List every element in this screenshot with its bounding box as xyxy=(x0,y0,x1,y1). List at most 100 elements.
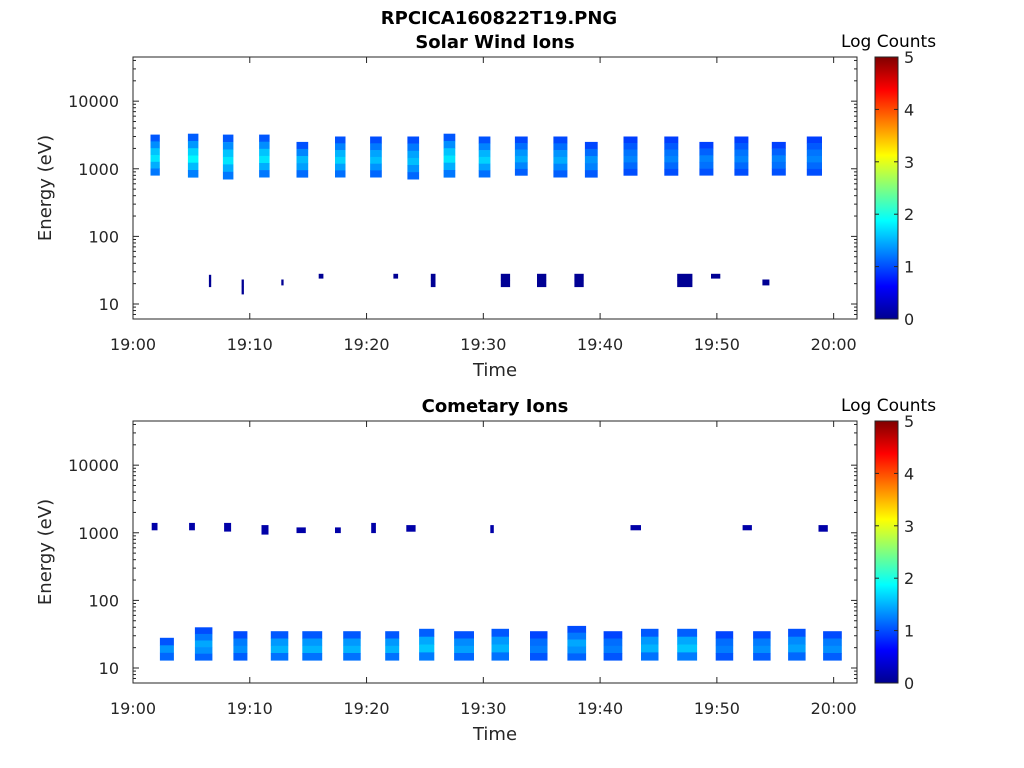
heatmap-cell xyxy=(567,625,587,634)
heatmap-cell xyxy=(407,150,420,159)
heatmap-cell xyxy=(699,155,714,163)
heatmap-patch xyxy=(159,637,174,661)
colorbar-label: Log Counts xyxy=(841,396,936,416)
figure-filename: RPCICA160822T19.PNG xyxy=(381,8,617,29)
heatmap-cell xyxy=(159,652,174,661)
heatmap-cell xyxy=(385,653,400,661)
heatmap-cell xyxy=(711,273,721,279)
heatmap-cell xyxy=(806,155,822,163)
heatmap-cell xyxy=(478,156,491,164)
heatmap-cell xyxy=(194,640,213,648)
heatmap-cell xyxy=(630,525,641,531)
heatmap-cell xyxy=(393,273,399,279)
heatmap-patch xyxy=(318,273,324,279)
heatmap-patch xyxy=(430,273,436,288)
heatmap-cell xyxy=(530,631,548,639)
heatmap-cell xyxy=(715,645,734,654)
heatmap-cell xyxy=(150,141,160,149)
heatmap-cell xyxy=(603,645,623,654)
heatmap-patch xyxy=(222,134,234,180)
heatmap-cell xyxy=(603,653,623,661)
panel-cometary-ions: Cometary Ions 19:00 19:10 19:20 19:30 19:40 19… xyxy=(35,396,936,745)
heatmap-cell xyxy=(603,631,623,639)
heatmap-cell xyxy=(530,653,548,661)
colorbar-tick-label: 3 xyxy=(904,517,914,536)
heatmap-cell xyxy=(189,522,195,531)
heatmap-cell xyxy=(443,155,456,164)
heatmap-cell xyxy=(233,653,248,661)
heatmap-cell xyxy=(491,636,509,645)
heatmap-patch xyxy=(407,136,420,180)
x-tick-label: 19:00 xyxy=(110,699,156,718)
heatmap-cell xyxy=(385,631,400,639)
heatmap-cell xyxy=(771,168,786,176)
heatmap-cell xyxy=(443,141,456,149)
heatmap-cell xyxy=(150,161,160,169)
chart-title: Cometary Ions xyxy=(422,396,569,417)
heatmap-cell xyxy=(514,155,528,163)
heatmap-cell xyxy=(296,156,309,164)
heatmap-cell xyxy=(194,647,213,654)
heatmap-cell xyxy=(208,280,212,288)
heatmap-cell xyxy=(478,170,491,178)
heatmap-cell xyxy=(187,162,199,171)
heatmap-cell xyxy=(491,628,509,637)
heatmap-patch xyxy=(335,527,341,534)
panel-solar-wind-ions: Solar Wind Ions 19:00 19:10 19:20 19:30 19:40… xyxy=(35,32,936,381)
heatmap-patch xyxy=(734,136,749,176)
heatmap-cell xyxy=(553,136,568,144)
heatmap-cell xyxy=(343,653,361,661)
heatmap-cell xyxy=(806,162,822,170)
heatmap-cell xyxy=(823,631,842,639)
heatmap-cell xyxy=(699,141,714,149)
heatmap-cell xyxy=(553,143,568,151)
heatmap-patch xyxy=(500,273,511,288)
heatmap-cell xyxy=(281,279,284,286)
heatmap-cell xyxy=(753,631,771,639)
heatmap-patch xyxy=(335,136,346,178)
heatmap-cell xyxy=(454,631,474,639)
heatmap-cell xyxy=(222,171,234,180)
heatmap-patch xyxy=(753,631,771,661)
heatmap-patch xyxy=(491,628,509,661)
heatmap-cell xyxy=(699,168,714,176)
heatmap-cell xyxy=(150,168,160,176)
heatmap-cell xyxy=(478,143,491,151)
heatmap-patch xyxy=(711,273,721,279)
heatmap-patch xyxy=(371,522,376,534)
heatmap-cell xyxy=(370,170,382,178)
x-tick-label: 19:40 xyxy=(577,699,623,718)
x-tick-label: 19:30 xyxy=(460,699,506,718)
heatmap-cell xyxy=(222,156,234,165)
heatmap-cell xyxy=(677,628,698,637)
x-tick-label: 20:00 xyxy=(811,335,857,354)
heatmap-cell xyxy=(641,644,659,653)
heatmap-cell xyxy=(567,653,587,661)
heatmap-cell xyxy=(302,638,323,647)
heatmap-cell xyxy=(664,155,679,163)
heatmap-cell xyxy=(771,141,786,149)
heatmap-cell xyxy=(370,156,382,164)
y-tick-label: 10 xyxy=(99,659,119,678)
heatmap-patch xyxy=(233,631,248,661)
heatmap-cell xyxy=(500,273,511,281)
heatmap-patch xyxy=(343,631,361,661)
heatmap-cell xyxy=(771,161,786,169)
heatmap-patch xyxy=(150,134,160,176)
heatmap-cell xyxy=(335,156,346,164)
colorbar-tick-label: 5 xyxy=(904,412,914,431)
colorbar-tick-label: 4 xyxy=(904,100,914,119)
heatmap-cell xyxy=(370,150,382,158)
heatmap-cell xyxy=(677,652,698,661)
heatmap-cell xyxy=(150,155,160,163)
heatmap-cell xyxy=(318,273,324,279)
heatmap-cell xyxy=(407,136,420,144)
heatmap-patch xyxy=(208,274,212,288)
heatmap-cell xyxy=(734,143,749,150)
heatmap-cell xyxy=(553,150,568,158)
heatmap-cell xyxy=(270,653,289,661)
heatmap-cell xyxy=(584,141,598,150)
heatmap-patch xyxy=(224,522,232,532)
heatmap-patch xyxy=(699,141,714,176)
heatmap-patch xyxy=(584,141,598,178)
